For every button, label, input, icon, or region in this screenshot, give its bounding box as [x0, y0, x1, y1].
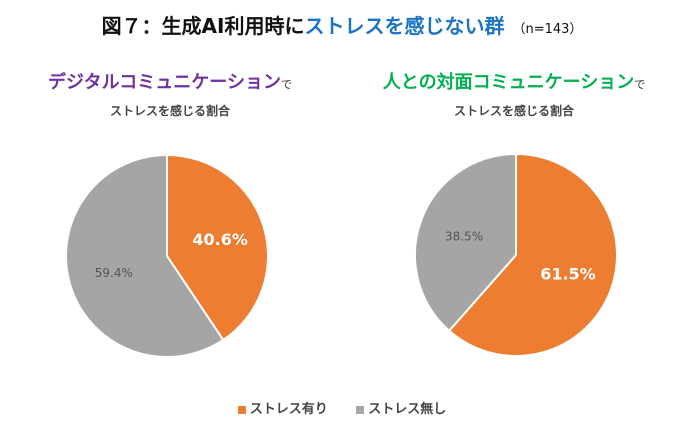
- title-highlight: ストレスを感じない群: [304, 14, 505, 38]
- legend-swatch: [237, 405, 246, 414]
- legend-label: ストレス無し: [368, 402, 447, 417]
- pie2-slice-stress-no: [414, 152, 517, 333]
- legend: ストレス有り ストレス無し: [0, 398, 684, 417]
- pie1-title-suffix: で: [280, 78, 292, 91]
- pie2-title-suffix: で: [634, 78, 646, 91]
- pie1-subtitle: ストレスを感じる割合: [109, 104, 230, 118]
- pie1-title: デジタルコミュニケーションで: [0, 68, 340, 94]
- sample-size: （n=143）: [512, 22, 583, 37]
- pie2-title-main: 人との対面コミュニケーション: [382, 72, 635, 93]
- legend-label: ストレス有り: [249, 402, 328, 417]
- pie2-label-stress-yes: 61.5%: [540, 265, 596, 284]
- figure-title: 図７：生成AI利用時にストレスを感じない群 （n=143）: [0, 10, 684, 39]
- pie1-slice-stress-no: [65, 153, 225, 358]
- pie2-label-stress-no: 38.5%: [445, 229, 483, 243]
- legend-item-stress-no: ストレス無し: [356, 402, 446, 417]
- pie1-label-stress-yes: 40.6%: [192, 230, 248, 249]
- legend-item-stress-yes: ストレス有り: [237, 402, 328, 417]
- pie2-subtitle: ストレスを感じる割合: [453, 104, 574, 118]
- pie2-slice-stress-yes: [447, 152, 618, 357]
- pie1-title-main: デジタルコミュニケーション: [48, 72, 281, 93]
- pie1-slice-stress-yes: [166, 153, 269, 342]
- legend-swatch: [356, 405, 365, 414]
- title-prefix: 図７：生成AI利用時に: [101, 14, 305, 38]
- pie1-label-stress-no: 59.4%: [95, 266, 133, 280]
- pie2-title: 人との対面コミュニケーションで: [344, 68, 684, 94]
